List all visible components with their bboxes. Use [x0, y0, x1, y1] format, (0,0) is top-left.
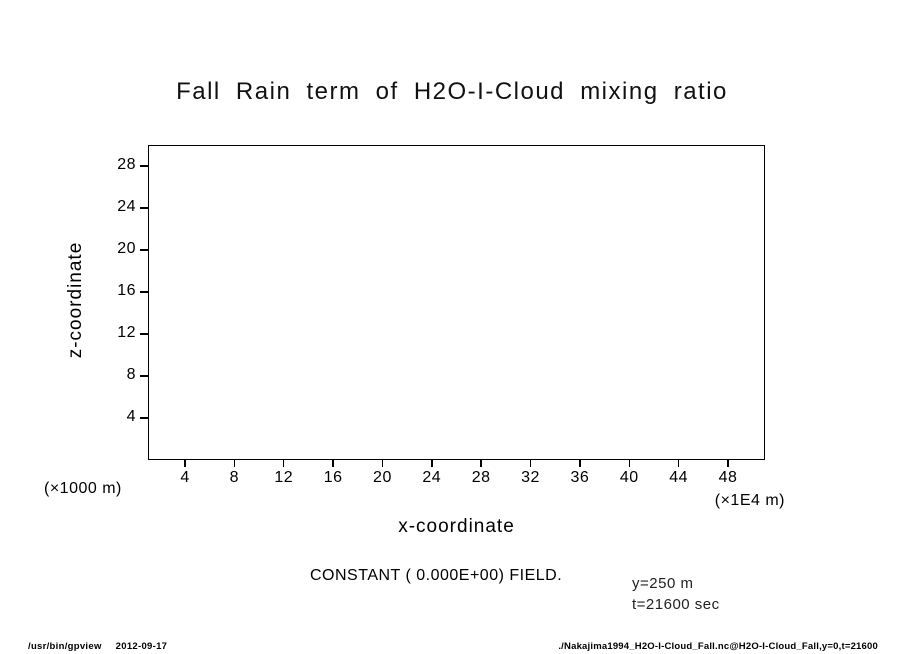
- x-axis-tick-label: 48: [718, 469, 738, 486]
- x-axis-tick: [233, 460, 236, 467]
- x-axis-tick-label: 40: [619, 469, 639, 486]
- x-axis-tick-label: 20: [373, 469, 392, 486]
- x-axis-tick-label: 28: [471, 469, 491, 486]
- x-axis-tick-label: 8: [229, 469, 240, 486]
- constant-field-note: CONSTANT ( 0.000E+00) FIELD.: [310, 567, 563, 584]
- x-axis-tick-label: 44: [669, 469, 688, 486]
- x-axis-tick: [529, 460, 532, 467]
- x-axis-tick: [381, 460, 384, 467]
- x-axis-tick: [184, 460, 186, 467]
- slice-y-value: y=250 m: [632, 575, 694, 592]
- y-axis-tick: [140, 207, 148, 209]
- x-axis-tick: [332, 460, 334, 467]
- y-axis-tick: [140, 417, 148, 419]
- plot-area: [148, 145, 765, 460]
- y-axis-tick: [140, 333, 148, 335]
- plot-title: Fall Rain term of H2O-I-Cloud mixing rat…: [176, 78, 728, 105]
- y-axis-tick: [140, 249, 148, 251]
- x-axis-tick: [579, 460, 581, 467]
- slice-t-value: t=21600 sec: [632, 596, 720, 613]
- x-axis-tick-label: 32: [521, 469, 540, 486]
- y-axis-tick: [140, 375, 148, 377]
- footer-command: /usr/bin/gpview: [28, 641, 102, 652]
- slice-info: y=250 m t=21600 sec: [632, 573, 720, 615]
- footer-date: 2012-09-17: [115, 641, 168, 652]
- y-axis-tick: [140, 291, 148, 293]
- x-axis-tick: [480, 460, 482, 467]
- y-axis-tick-label: 28: [117, 156, 136, 173]
- x-axis-unit-label: (×1E4 m): [714, 492, 785, 509]
- x-axis-tick: [677, 460, 680, 467]
- y-axis-tick-label: 4: [126, 408, 136, 425]
- y-axis-unit-label: (×1000 m): [44, 480, 122, 497]
- x-axis-tick-label: 24: [422, 469, 442, 486]
- x-axis-tick-label: 12: [274, 469, 294, 486]
- y-axis-tick-label: 20: [117, 240, 136, 257]
- x-axis-tick-label: 4: [180, 469, 190, 486]
- x-axis-tick-label: 16: [323, 469, 343, 486]
- x-axis-tick-label: 36: [570, 469, 590, 486]
- x-axis-title: x-coordinate: [398, 516, 515, 537]
- x-axis-tick: [282, 460, 285, 467]
- y-axis-tick-label: 24: [117, 198, 136, 215]
- y-axis-tick-label: 16: [117, 282, 136, 299]
- y-axis-title: z-coordinate: [65, 241, 86, 359]
- x-axis-tick: [628, 460, 630, 467]
- footer-command-line: /usr/bin/gpview 2012-09-17: [28, 641, 181, 652]
- y-axis-tick: [140, 165, 148, 167]
- footer-file-path: ./Nakajima1994_H2O-I-Cloud_Fall.nc@H2O-I…: [558, 641, 878, 652]
- y-axis-tick-label: 8: [126, 366, 136, 383]
- y-axis-tick-label: 12: [117, 324, 136, 341]
- x-axis-tick: [727, 460, 729, 467]
- x-axis-tick: [431, 460, 433, 467]
